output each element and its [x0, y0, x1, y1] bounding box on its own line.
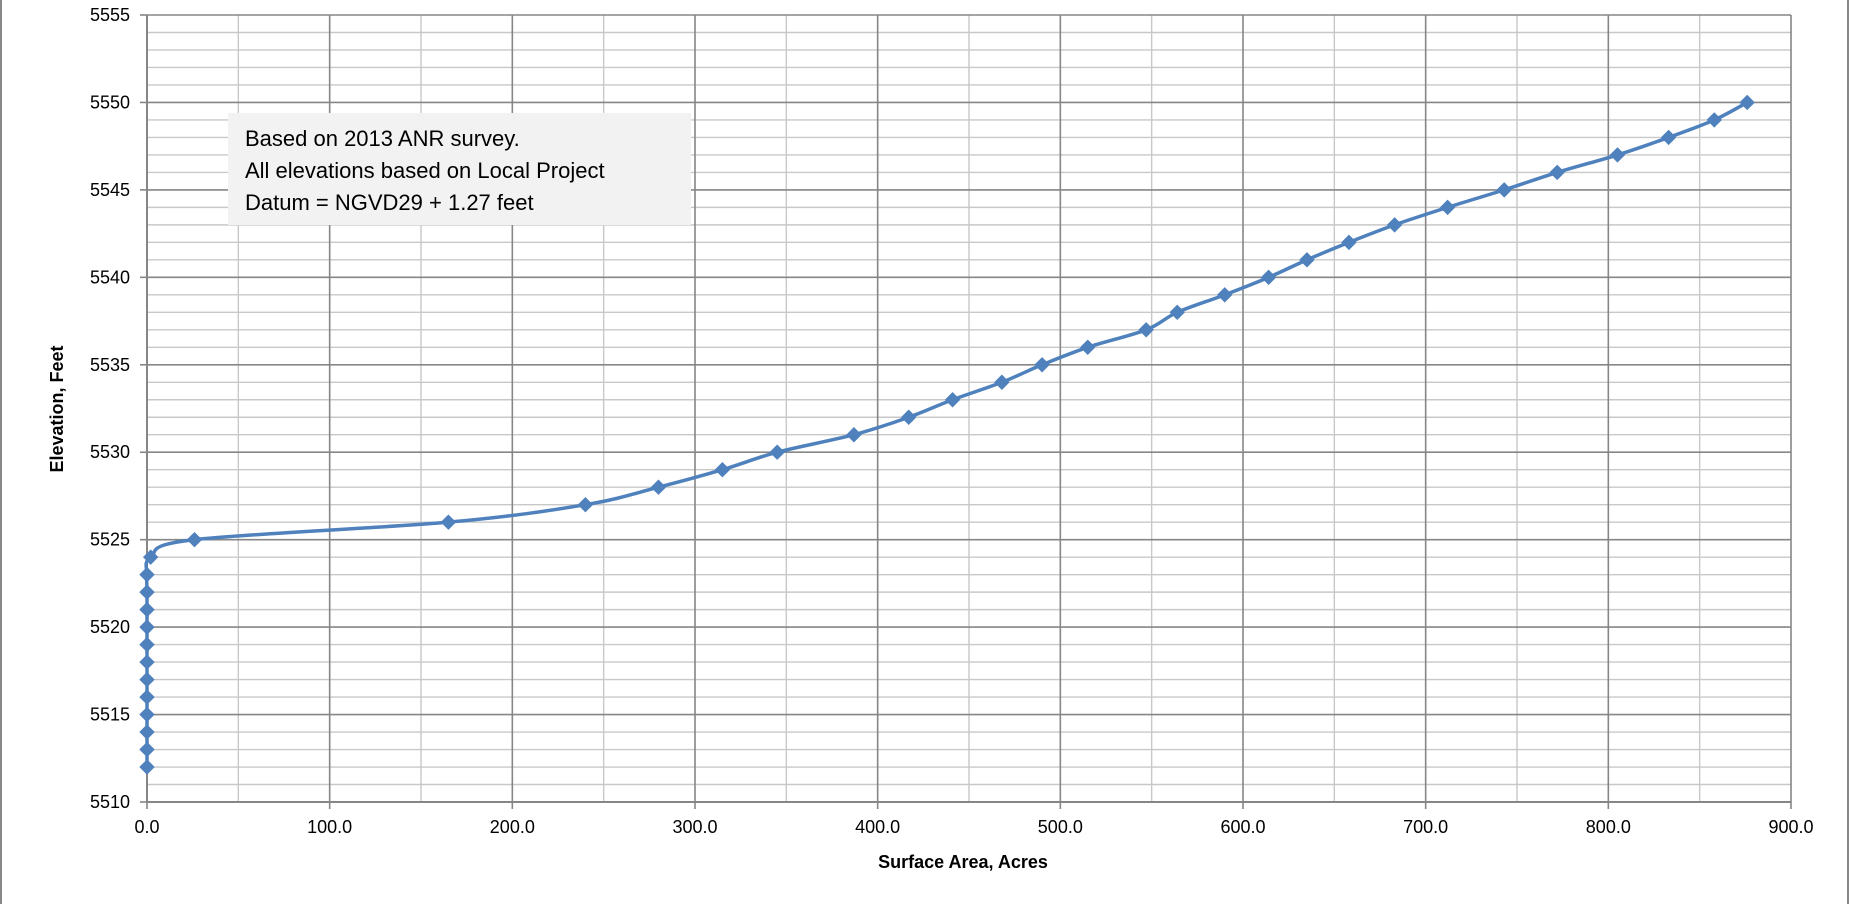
x-tick-label: 900.0	[1768, 817, 1813, 837]
y-tick-label: 5525	[90, 530, 130, 550]
data-point	[140, 708, 154, 722]
x-tick-label: 300.0	[672, 817, 717, 837]
data-point	[651, 480, 665, 494]
data-point	[902, 410, 916, 424]
annotation-box: Based on 2013 ANR survey. All elevations…	[228, 113, 691, 225]
y-tick-label: 5515	[90, 705, 130, 725]
data-point	[1218, 288, 1232, 302]
y-axis-title: Elevation, Feet	[47, 345, 67, 472]
data-point	[946, 393, 960, 407]
x-axis-title: Surface Area, Acres	[878, 852, 1048, 872]
data-point	[1550, 165, 1564, 179]
data-point	[1707, 113, 1721, 127]
data-point	[187, 533, 201, 547]
data-point	[1740, 95, 1754, 109]
data-point	[140, 743, 154, 757]
annotation-line-3: Datum = NGVD29 + 1.27 feet	[245, 190, 534, 215]
x-tick-labels: 0.0 100.0 200.0 300.0 400.0 500.0 600.0 700.0 80…	[134, 817, 1813, 837]
y-tick-label: 5530	[90, 442, 130, 462]
data-point	[140, 568, 154, 582]
data-point	[1035, 358, 1049, 372]
data-point	[1497, 183, 1511, 197]
y-tick-label: 5555	[90, 5, 130, 25]
data-point	[140, 585, 154, 599]
data-point	[140, 638, 154, 652]
data-point	[140, 725, 154, 739]
x-tick-label: 400.0	[855, 817, 900, 837]
x-tick-label: 700.0	[1403, 817, 1448, 837]
y-tick-label: 5535	[90, 355, 130, 375]
annotation-line-1: Based on 2013 ANR survey.	[245, 126, 520, 151]
data-point	[1170, 305, 1184, 319]
data-point	[140, 690, 154, 704]
data-point	[441, 515, 455, 529]
data-point	[578, 498, 592, 512]
data-point	[1342, 235, 1356, 249]
data-point	[1262, 270, 1276, 284]
data-point	[770, 445, 784, 459]
y-tick-label: 5550	[90, 92, 130, 112]
annotation-line-2: All elevations based on Local Project	[245, 158, 605, 183]
data-point	[140, 673, 154, 687]
data-point	[140, 655, 154, 669]
y-tick-label: 5540	[90, 267, 130, 287]
data-point	[1388, 218, 1402, 232]
data-point	[140, 760, 154, 774]
data-point	[140, 620, 154, 634]
data-point	[1300, 253, 1314, 267]
data-point	[1441, 200, 1455, 214]
data-point	[847, 428, 861, 442]
y-tick-label: 5545	[90, 180, 130, 200]
data-point	[1662, 130, 1676, 144]
y-tick-label: 5510	[90, 792, 130, 812]
x-tick-label: 600.0	[1220, 817, 1265, 837]
y-tick-label: 5520	[90, 617, 130, 637]
data-point	[1610, 148, 1624, 162]
x-tick-label: 0.0	[134, 817, 159, 837]
y-tick-labels: 5510 5515 5520 5525 5530 5535 5540 5545 5550 5555	[90, 5, 130, 812]
data-point	[995, 375, 1009, 389]
data-point	[140, 603, 154, 617]
x-tick-label: 200.0	[490, 817, 535, 837]
x-tick-label: 500.0	[1038, 817, 1083, 837]
data-point	[1081, 340, 1095, 354]
x-tick-label: 800.0	[1586, 817, 1631, 837]
x-tick-label: 100.0	[307, 817, 352, 837]
data-point	[715, 463, 729, 477]
